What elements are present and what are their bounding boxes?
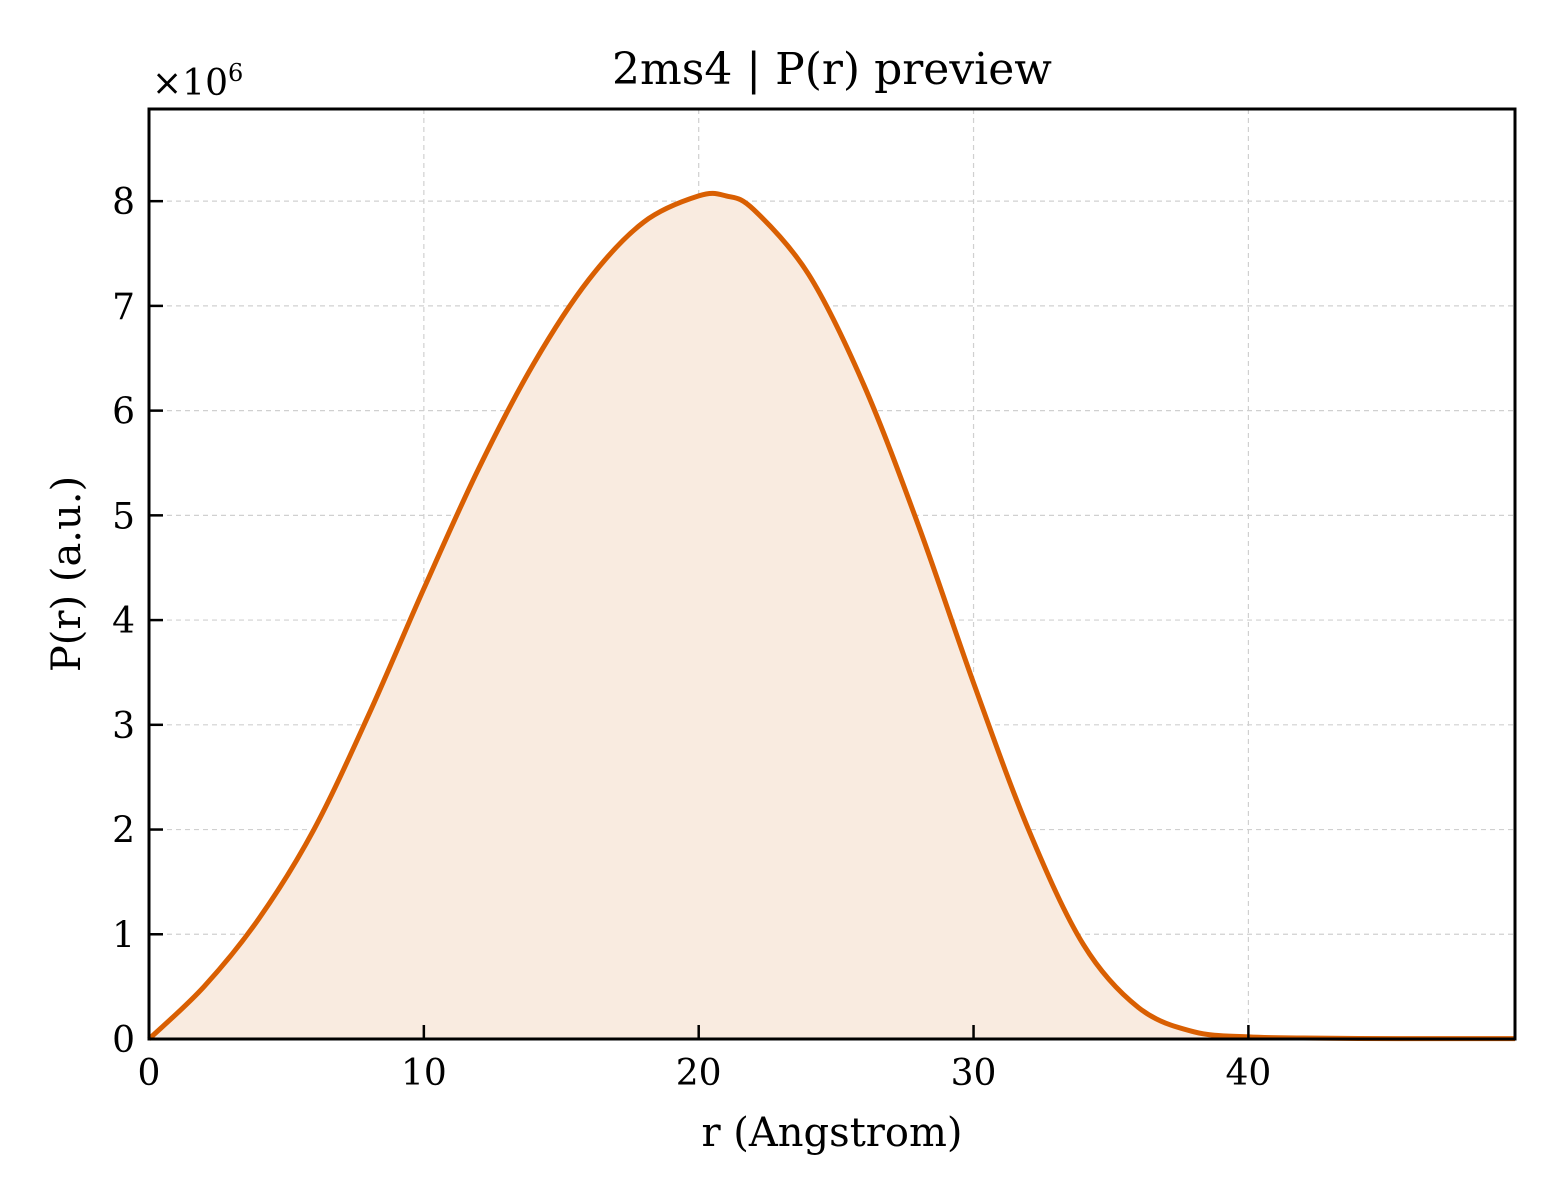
y-axis-label: P(r) (a.u.) bbox=[44, 476, 90, 672]
x-axis-label: r (Angstrom) bbox=[701, 1110, 962, 1156]
y-tick-label: 0 bbox=[112, 1020, 135, 1061]
x-tick-label: 0 bbox=[138, 1053, 161, 1094]
y-tick-label: 8 bbox=[112, 182, 135, 223]
plot-frame bbox=[147, 107, 1517, 1041]
y-multiplier-base: ×10 bbox=[152, 63, 228, 104]
chart-title: 2ms4 | P(r) preview bbox=[612, 44, 1052, 95]
x-axis-ticks: 0 10 20 30 40 bbox=[138, 1025, 1271, 1094]
y-tick-label: 5 bbox=[112, 496, 135, 537]
series-line bbox=[147, 190, 1516, 1042]
x-tick-label: 40 bbox=[1225, 1053, 1271, 1094]
y-multiplier: ×106 bbox=[152, 59, 243, 104]
x-tick-label: 20 bbox=[676, 1053, 722, 1094]
y-multiplier-exponent: 6 bbox=[228, 59, 243, 87]
y-tick-label: 2 bbox=[112, 811, 135, 852]
y-axis-ticks: 0 1 2 3 4 5 6 7 8 bbox=[112, 182, 163, 1061]
y-tick-label: 1 bbox=[112, 915, 135, 956]
y-tick-label: 6 bbox=[112, 392, 135, 433]
x-tick-label: 10 bbox=[401, 1053, 447, 1094]
y-tick-label: 4 bbox=[112, 601, 135, 642]
y-tick-label: 7 bbox=[112, 287, 135, 328]
y-tick-label: 3 bbox=[112, 706, 135, 747]
x-tick-label: 30 bbox=[951, 1053, 997, 1094]
area-fill bbox=[149, 193, 1515, 1039]
